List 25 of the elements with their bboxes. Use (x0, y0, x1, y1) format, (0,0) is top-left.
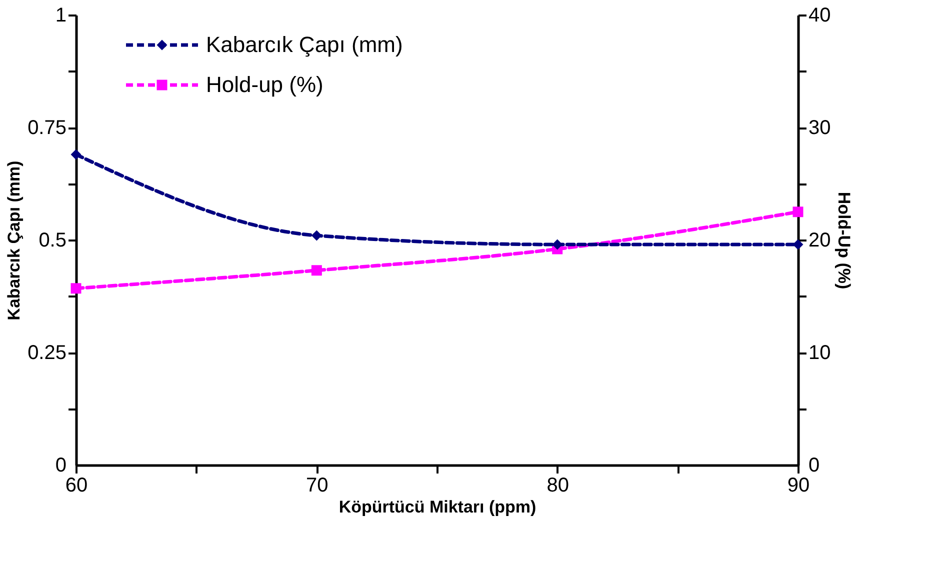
legend-label: Kabarcık Çapı (mm) (206, 32, 403, 57)
legend-label: Hold-up (%) (206, 72, 324, 97)
point (311, 265, 322, 276)
x-tick-label: 80 (546, 474, 569, 496)
y-axis-title: Kabarcık Çapı (mm) (4, 160, 24, 320)
y2-tick-label: 0 (808, 454, 820, 476)
point (792, 206, 804, 218)
x-tick-label: 60 (65, 474, 88, 496)
point (311, 230, 322, 241)
y-tick-label: 1 (55, 4, 66, 26)
y2-tick-label: 40 (808, 4, 831, 26)
y2-tick-label: 20 (808, 230, 831, 252)
point (792, 239, 804, 250)
y-tick-label: 0 (55, 454, 66, 476)
y-tick-label: 0.75 (28, 117, 66, 139)
y2-axis-title: Hold-Up (%) (834, 192, 854, 290)
y2-tick-label: 10 (808, 342, 831, 364)
x-axis-title: Köpürtücü Miktarı (ppm) (338, 498, 536, 516)
x-tick-label: 70 (306, 474, 328, 496)
point (70, 283, 82, 294)
y-tick-label: 0.25 (28, 342, 66, 364)
y2-tick-label: 30 (808, 117, 831, 139)
point (70, 149, 82, 160)
y-tick-label: 0.5 (38, 230, 66, 252)
x-tick-label: 90 (787, 474, 810, 496)
